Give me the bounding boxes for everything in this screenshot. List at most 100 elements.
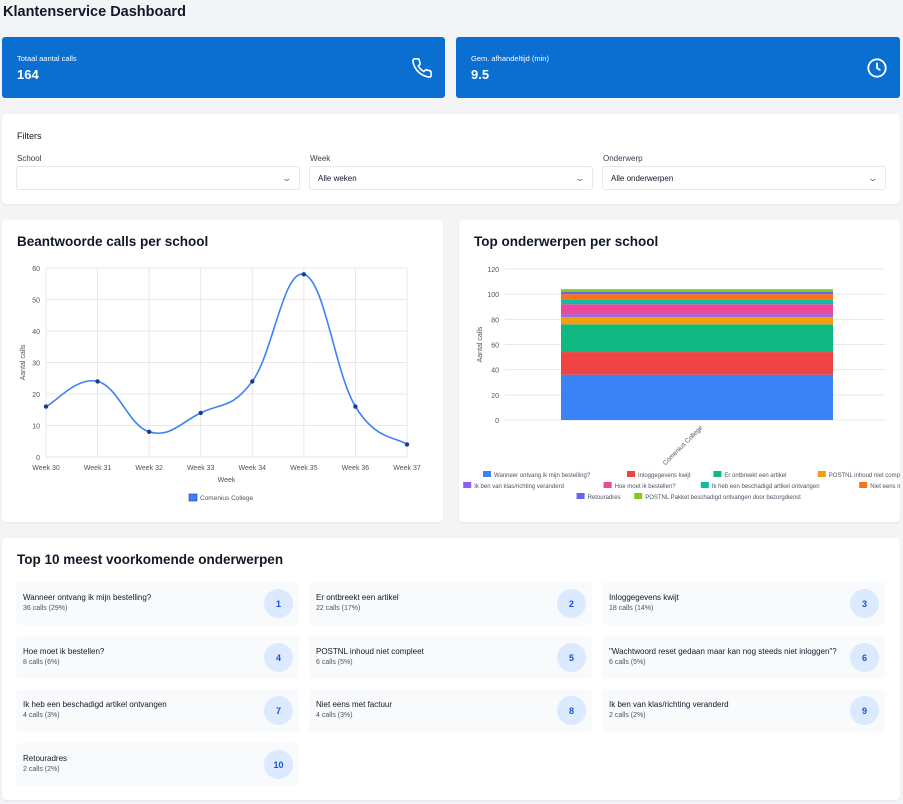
series-line <box>45 273 408 446</box>
topic-name: Ik heb een beschadigd artikel ontvangen <box>23 700 167 709</box>
stat-value: 9.5 <box>471 67 490 82</box>
top10-title: Top 10 meest voorkomende onderwerpen <box>17 552 284 567</box>
legend-swatch <box>483 471 491 477</box>
line-chart-card: Beantwoorde calls per school 0 10 20 30 40 50… <box>2 220 443 522</box>
y-tick-label: 40 <box>491 368 499 375</box>
y-tick-label: 50 <box>32 298 40 305</box>
legend-label: Hoe moet ik bestellen? <box>615 484 677 490</box>
page-title: Klantenservice Dashboard <box>3 4 186 20</box>
phone-icon <box>412 58 432 78</box>
filters-card: Filters School ⌄ Week Alle weken ⌄ Onder… <box>2 114 900 204</box>
legend-label: Retouradres <box>588 495 621 501</box>
line-chart-title: Beantwoorde calls per school <box>17 234 209 249</box>
topic-count: 6 calls (5%) <box>609 659 646 666</box>
legend-label: Wanneer ontvang ik mijn bestelling? <box>494 473 591 479</box>
school-filter-label: School <box>17 154 42 163</box>
topic-item: POSTNL inhoud niet compleet 6 calls (5%) 5 <box>309 636 592 679</box>
stat-card-total-calls: Totaal aantal calls 164 <box>2 37 445 98</box>
top10-card: Top 10 meest voorkomende onderwerpen Wan… <box>2 538 900 800</box>
week-filter-label: Week <box>310 154 331 163</box>
data-point <box>198 410 203 416</box>
topic-count: 2 calls (2%) <box>609 712 646 719</box>
chevron-down-icon: ⌄ <box>867 172 879 183</box>
legend-swatch <box>603 482 612 488</box>
topic-name: Retouradres <box>23 754 68 763</box>
topic-name: Er ontbreekt een artikel <box>316 593 399 602</box>
topic-rank-badge: 5 <box>557 643 586 672</box>
topic-rank-badge: 6 <box>850 643 879 672</box>
topic-filter-label: Onderwerp <box>603 154 643 163</box>
topic-name: Hoe moet ik bestellen? <box>23 647 105 656</box>
x-tick-label: Week 33 <box>187 465 215 472</box>
legend-swatch <box>713 471 722 477</box>
data-point <box>353 404 358 409</box>
x-tick-label: Week 32 <box>135 465 163 472</box>
chevron-down-icon: ⌄ <box>281 172 293 183</box>
x-tick-label: Week 30 <box>32 465 60 472</box>
topic-count: 4 calls (3%) <box>316 712 353 719</box>
data-point <box>43 404 49 409</box>
bar-segment <box>561 374 833 420</box>
legend-label: POSTNL Pakket beschadigd ontvangen door … <box>645 495 801 501</box>
legend-swatch <box>817 471 826 477</box>
legend-label: POSTNL inhoud niet compleet <box>829 473 900 479</box>
topic-name: Ik ben van klas/richting veranderd <box>609 700 729 709</box>
topic-rank-badge: 9 <box>850 696 879 725</box>
line-chart: 0 10 20 30 40 50 60 Week 30 Week 31 Week 32 Week 3… <box>20 266 421 502</box>
x-axis-title: Week <box>218 477 236 484</box>
y-tick-label: 20 <box>32 392 40 399</box>
topic-rank-badge: 10 <box>264 750 293 779</box>
legend-swatch <box>634 493 643 499</box>
stat-label: Gem. afhandeltijd (min) <box>471 54 549 63</box>
topic-select-value: Alle onderwerpen <box>611 173 674 183</box>
data-point <box>250 379 255 384</box>
topic-count: 6 calls (5%) <box>316 659 353 666</box>
bar-segment <box>561 304 833 315</box>
bar-segment <box>561 314 833 317</box>
topic-rank-badge: 3 <box>850 589 879 618</box>
topic-item: Hoe moet ik bestellen? 8 calls (6%) 4 <box>16 636 299 679</box>
y-tick-label: 100 <box>487 292 499 299</box>
bar-chart-title: Top onderwerpen per school <box>474 234 659 249</box>
stacked-bar-chart: 0 20 40 60 80 100 120 Aantal calls Comenius Coll… <box>463 267 900 501</box>
topic-rank-badge: 8 <box>557 696 586 725</box>
y-tick-label: 10 <box>32 424 40 431</box>
data-point <box>95 379 100 384</box>
bar-segment <box>561 299 833 305</box>
legend-swatch <box>627 471 635 477</box>
topic-name: "Wachtwoord reset gedaan maar kan nog st… <box>609 647 837 656</box>
bar-segment <box>561 291 833 295</box>
school-select[interactable]: ⌄ <box>16 166 300 190</box>
x-tick-label: Week 34 <box>239 465 267 472</box>
topic-select[interactable]: Alle onderwerpen ⌄ <box>602 166 886 190</box>
legend-swatch <box>188 493 198 502</box>
topic-count: 2 calls (2%) <box>23 766 60 773</box>
topic-item: Niet eens met factuur 4 calls (3%) 8 <box>309 689 592 732</box>
y-axis-title: Aantal calls <box>20 344 27 380</box>
week-select[interactable]: Alle weken ⌄ <box>309 166 593 190</box>
topic-rank-badge: 2 <box>557 589 586 618</box>
topic-count: 8 calls (6%) <box>23 659 60 666</box>
bar-chart-card: Top onderwerpen per school 0 20 40 60 80 100 1… <box>459 220 900 522</box>
clock-icon <box>867 58 887 78</box>
topic-count: 4 calls (3%) <box>23 712 60 719</box>
y-tick-label: 20 <box>491 393 499 400</box>
data-point <box>404 442 410 447</box>
chevron-down-icon: ⌄ <box>574 172 586 183</box>
x-tick-label: Week 37 <box>393 465 421 472</box>
legend-swatch <box>576 493 585 499</box>
y-axis-title: Aantal calls <box>477 326 484 362</box>
bar-segment <box>561 316 833 325</box>
topic-item: Inloggegevens kwijt 18 calls (14%) 3 <box>602 582 885 625</box>
y-tick-label: 30 <box>32 361 40 368</box>
y-tick-label: 80 <box>491 317 499 324</box>
topic-rank-badge: 7 <box>264 696 293 725</box>
stat-value: 164 <box>17 67 39 82</box>
topic-name: Niet eens met factuur <box>316 700 393 709</box>
topic-name: Wanneer ontvang ik mijn bestelling? <box>23 593 152 602</box>
y-tick-label: 40 <box>32 329 40 336</box>
topic-rank-badge: 4 <box>264 643 293 672</box>
legend-label: Niet eens met factuur <box>870 484 900 490</box>
stat-label: Totaal aantal calls <box>17 54 77 63</box>
y-tick-label: 120 <box>487 267 499 274</box>
